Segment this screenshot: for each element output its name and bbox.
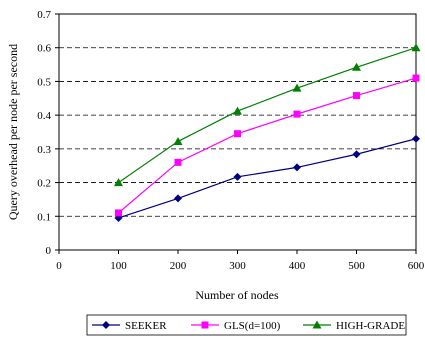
legend-marker-high-grade: [312, 320, 322, 329]
legend-box: [86, 314, 407, 336]
data-point-high-grade: [292, 83, 302, 92]
y-tick-label: 0.3: [37, 144, 51, 156]
legend-marker-seeker: [102, 321, 110, 329]
y-axis-ticks: 0 0.1 0.2 0.3 0.4 0.5 0.6 0.7: [37, 9, 59, 257]
data-point-seeker: [174, 194, 182, 203]
y-tick-label: 0.4: [37, 110, 51, 122]
y-tick-label: 0.5: [37, 76, 51, 88]
data-point-high-grade: [411, 43, 421, 52]
x-tick-label: 200: [170, 260, 187, 272]
series-line-high-grade: [118, 47, 417, 184]
legend-label-high-grade: HIGH-GRADE: [336, 320, 405, 332]
y-tick-label: 0.7: [37, 9, 51, 21]
series-line-seeker: [118, 138, 417, 219]
data-point-seeker: [233, 172, 242, 181]
data-point-seeker: [293, 163, 301, 172]
x-tick-label: 100: [110, 260, 127, 272]
data-point-seeker: [412, 134, 420, 143]
legend-label-gls-d-100: GLS(d=100): [224, 320, 281, 332]
legend-marker-gls-d-100: [201, 321, 209, 329]
data-point-high-grade: [233, 106, 242, 115]
data-point-gls-d-100: [174, 158, 182, 166]
x-tick-label: 300: [229, 260, 246, 272]
data-point-gls-d-100: [234, 130, 241, 138]
y-tick-label: 0: [46, 245, 52, 257]
series-high-grade: [114, 43, 421, 187]
data-point-high-grade: [352, 62, 361, 71]
x-tick-label: 600: [408, 260, 425, 272]
y-tick-label: 0.2: [37, 178, 51, 190]
x-tick-label: 400: [289, 260, 306, 272]
legend: SEEKER GLS(d=100) HIGH-GRADE: [86, 314, 407, 336]
x-axis-label: Number of nodes: [195, 288, 279, 302]
data-point-gls-d-100: [115, 209, 122, 217]
series-gls-d-100: [115, 74, 420, 217]
x-axis-ticks: 0 100 200 300 400 500 600: [56, 250, 425, 272]
data-point-gls-d-100: [293, 110, 301, 118]
data-point-seeker: [352, 150, 361, 159]
series-seeker: [114, 134, 420, 222]
legend-label-seeker: SEEKER: [125, 320, 167, 332]
x-tick-label: 0: [56, 260, 62, 272]
y-tick-label: 0.6: [37, 43, 51, 55]
data-point-high-grade: [173, 136, 183, 145]
data-point-high-grade: [114, 178, 123, 187]
data-point-gls-d-100: [412, 74, 420, 82]
series-line-gls-d-100: [118, 77, 417, 214]
x-tick-label: 500: [348, 260, 365, 272]
y-tick-label: 0.1: [37, 211, 51, 223]
series-group: [114, 43, 421, 222]
data-point-gls-d-100: [353, 92, 360, 100]
y-axis-label: Query overhead per node per second: [6, 44, 20, 220]
